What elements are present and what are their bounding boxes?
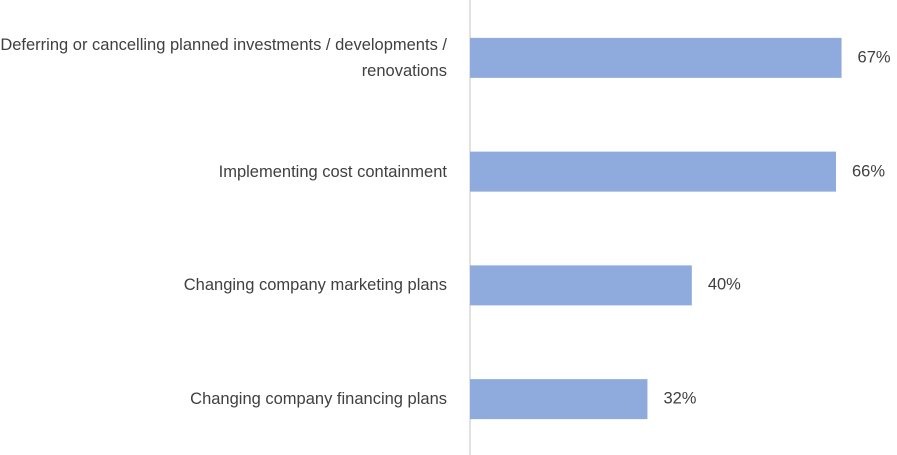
bar <box>470 265 692 306</box>
bar <box>470 151 836 192</box>
value-label: 67% <box>857 48 891 67</box>
category-label: Changing company financing plans <box>190 390 447 409</box>
value-label: 32% <box>663 389 697 408</box>
value-label: 66% <box>852 162 886 181</box>
bar <box>470 37 842 78</box>
category-label: Deferring or cancelling planned investme… <box>0 35 447 80</box>
bar <box>470 379 648 420</box>
category-label: Implementing cost containment <box>218 162 447 181</box>
value-label: 40% <box>707 275 741 294</box>
category-label: Changing company marketing plans <box>183 276 447 295</box>
